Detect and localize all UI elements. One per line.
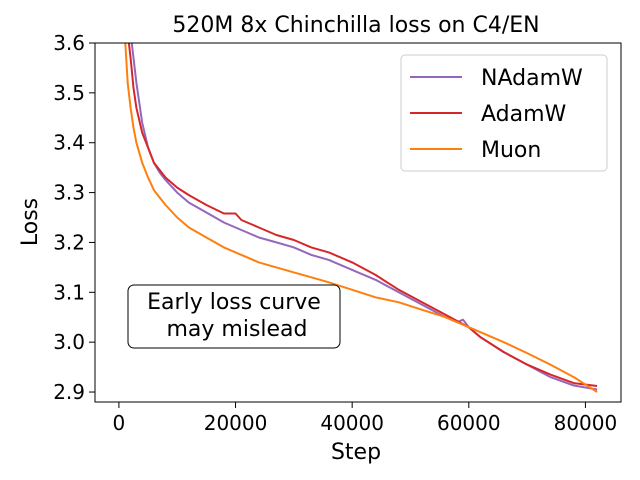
legend-label-muon: Muon xyxy=(481,138,541,163)
y-tick-label: 3.4 xyxy=(53,131,85,155)
x-axis-ticks: 0 20000 40000 60000 80000 xyxy=(113,402,618,435)
x-tick-label: 40000 xyxy=(320,411,384,435)
series-line-adamw xyxy=(127,43,598,387)
x-tick-label: 60000 xyxy=(437,411,501,435)
plot-lines xyxy=(124,43,598,393)
y-axis-label: Loss xyxy=(18,198,43,246)
annotation-frame xyxy=(127,284,341,349)
x-tick-label: 80000 xyxy=(554,411,618,435)
y-tick-label: 3.5 xyxy=(53,81,85,105)
legend-label-nadamw: NAdamW xyxy=(481,66,583,91)
x-tick-label: 0 xyxy=(113,411,126,435)
annotation-box: Early loss curve may mislead xyxy=(127,284,341,349)
legend: NAdamW AdamW Muon xyxy=(400,54,608,172)
legend-label-adamw: AdamW xyxy=(481,102,567,127)
series-line-muon xyxy=(124,43,598,393)
y-axis-ticks: 2.9 3.0 3.1 3.2 3.3 3.4 3.5 3.6 xyxy=(53,31,95,404)
y-tick-label: 3.3 xyxy=(53,181,85,205)
y-tick-label: 3.6 xyxy=(53,31,85,55)
y-tick-label: 2.9 xyxy=(53,380,85,404)
chart-title: 520M 8x Chinchilla loss on C4/EN xyxy=(172,13,539,38)
y-tick-label: 3.1 xyxy=(53,280,85,304)
y-tick-label: 3.2 xyxy=(53,230,85,254)
annotation-line-1: Early loss curve xyxy=(147,290,321,315)
y-tick-label: 3.0 xyxy=(53,330,85,354)
x-tick-label: 20000 xyxy=(204,411,268,435)
legend-frame xyxy=(400,54,608,172)
axes-frame xyxy=(94,42,622,403)
x-axis-label: Step xyxy=(331,440,381,465)
annotation-line-2: may mislead xyxy=(166,317,307,342)
